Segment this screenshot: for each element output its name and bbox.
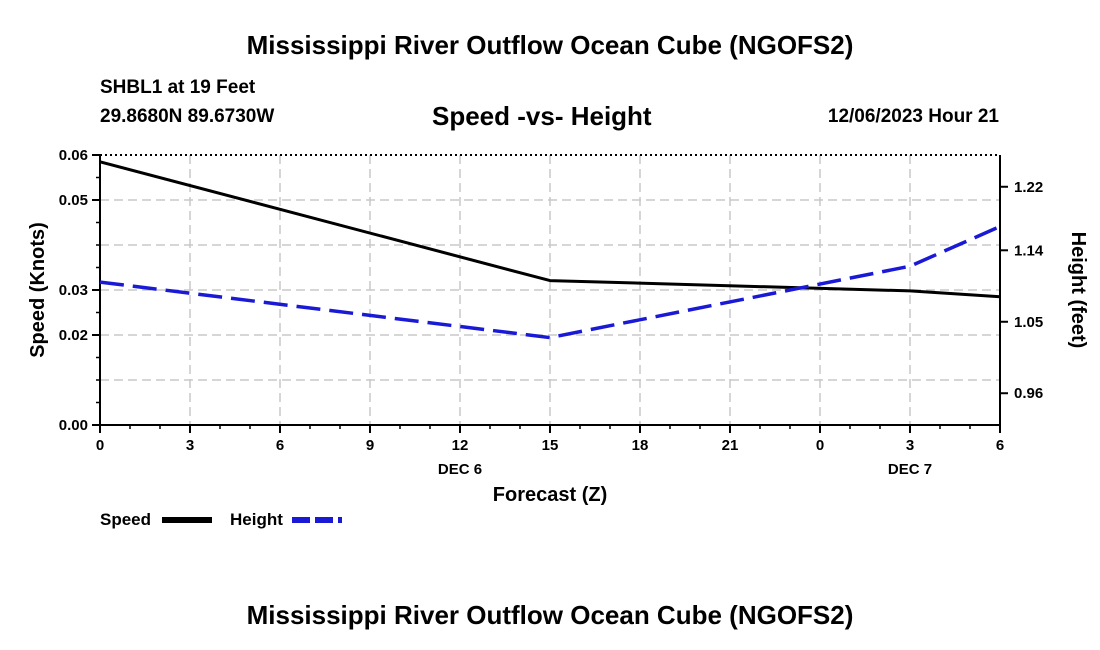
series-line-height: [99, 224, 1001, 340]
x-tick-label: 6: [276, 437, 284, 454]
x-tick-label: 0: [816, 437, 824, 454]
chart-title: Speed -vs- Height: [432, 101, 652, 131]
main-title: Mississippi River Outflow Ocean Cube (NG…: [246, 30, 854, 60]
y2-tick-label: 1.14: [1014, 242, 1044, 259]
y2-tick-label: 0.96: [1014, 385, 1043, 402]
y2-axis-title: Height (feet): [1067, 232, 1089, 349]
x-axis-title: Forecast (Z): [493, 484, 607, 506]
x-tick-label: 15: [542, 437, 559, 454]
x-date-label: DEC 7: [888, 461, 932, 478]
y-tick-label: 0.00: [59, 417, 88, 434]
y-axis-title: Speed (Knots): [27, 222, 49, 358]
y-tick-label: 0.03: [59, 282, 88, 299]
x-tick-label: 21: [722, 437, 739, 454]
x-tick-label: 6: [996, 437, 1004, 454]
y-tick-label: 0.06: [59, 147, 88, 164]
x-date-label: DEC 6: [438, 461, 482, 478]
x-tick-label: 3: [906, 437, 914, 454]
footer-title: Mississippi River Outflow Ocean Cube (NG…: [246, 600, 854, 630]
y2-tick-label: 1.22: [1014, 179, 1043, 196]
series-line-speed: [99, 160, 1001, 299]
y2-tick-label: 1.05: [1014, 314, 1043, 331]
x-tick-label: 3: [186, 437, 194, 454]
station-label: SHBL1 at 19 Feet: [100, 77, 256, 98]
x-tick-label: 9: [366, 437, 374, 454]
y-tick-label: 0.02: [59, 327, 88, 344]
x-tick-label: 18: [632, 437, 649, 454]
x-tick-label: 0: [96, 437, 104, 454]
forecast-datetime: 12/06/2023 Hour 21: [827, 106, 999, 127]
x-tick-label: 12: [452, 437, 469, 454]
station-coordinates: 29.8680N 89.6730W: [100, 106, 275, 127]
legend-label-speed: Speed: [100, 510, 152, 529]
legend-label-height: Height: [230, 510, 283, 529]
y-tick-label: 0.05: [59, 192, 88, 209]
